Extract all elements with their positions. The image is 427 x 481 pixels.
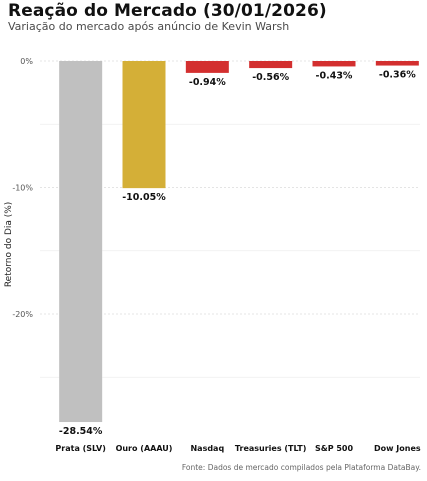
bar <box>185 61 229 73</box>
category-label: S&P 500 <box>315 444 354 453</box>
data-label: -0.94% <box>189 77 226 88</box>
source-caption: Fonte: Dados de mercado compilados pela … <box>181 463 421 472</box>
bar <box>249 61 293 69</box>
data-label: -0.43% <box>316 70 353 81</box>
y-tick-label: -10% <box>12 184 33 193</box>
y-tick-label: 0% <box>20 57 33 66</box>
bar <box>375 61 419 66</box>
chart-title: Reação do Mercado (30/01/2026) <box>8 1 327 21</box>
category-label: Ouro (AAAU) <box>116 444 173 453</box>
bar <box>59 61 103 423</box>
category-label: Treasuries (TLT) <box>235 444 306 453</box>
y-tick-label: -20% <box>12 310 33 319</box>
data-label: -10.05% <box>122 192 166 203</box>
chart-text: 0% -10% -20% Retorno do Dia (%) -28.54% Prata… <box>4 57 421 453</box>
data-label: -28.54% <box>59 426 103 437</box>
bar <box>122 61 166 189</box>
category-label: Dow Jones <box>374 444 421 453</box>
category-label: Prata (SLV) <box>55 444 105 453</box>
grid-lines <box>40 60 420 378</box>
bar <box>312 61 356 67</box>
bars <box>59 61 419 423</box>
chart-subtitle: Variação do mercado após anúncio de Kevi… <box>8 20 290 33</box>
category-label: Nasdaq <box>190 444 224 453</box>
data-label: -0.56% <box>252 72 289 83</box>
data-label: -0.36% <box>379 70 416 81</box>
y-axis-label: Retorno do Dia (%) <box>4 202 14 287</box>
